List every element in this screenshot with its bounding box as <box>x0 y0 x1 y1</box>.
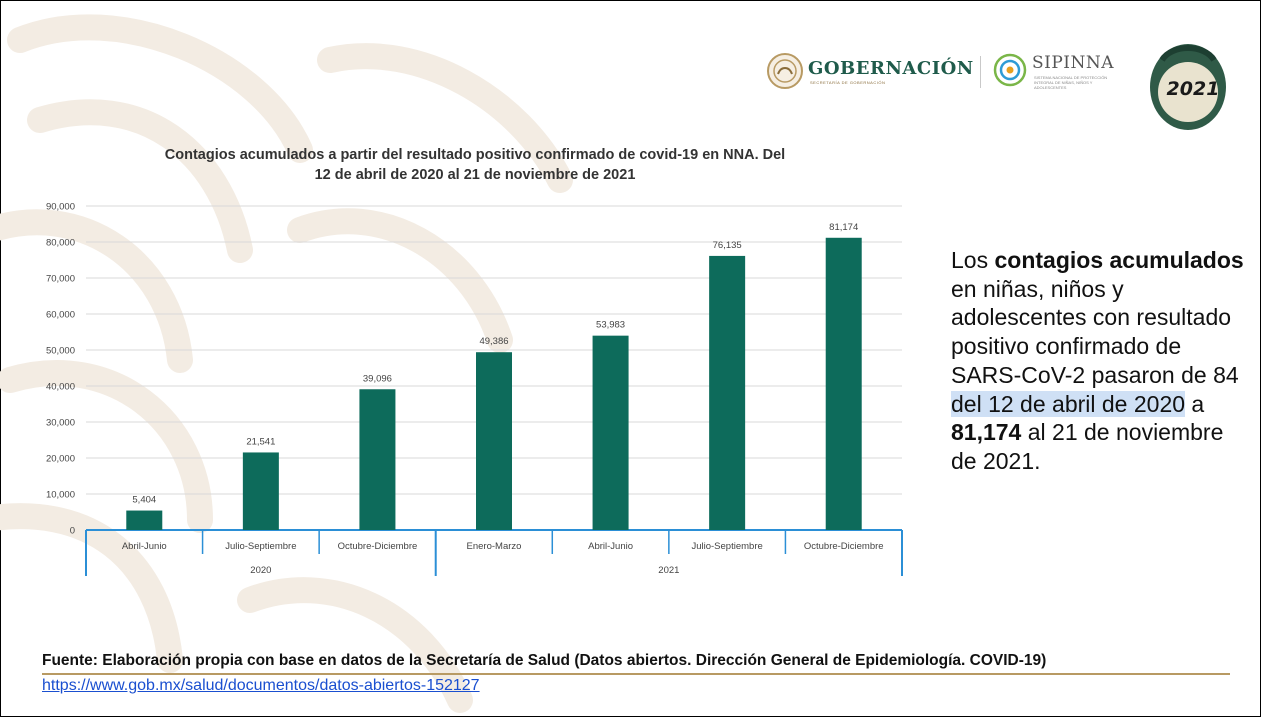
x-category-label: Abril-Junio <box>588 541 633 552</box>
x-category-label: Octubre-Diciembre <box>338 541 418 552</box>
gobernacion-subtitle: SECRETARÍA DE GOBERNACIÓN <box>810 80 886 85</box>
sipinna-logo-icon <box>993 53 1027 87</box>
y-tick-label: 40,000 <box>46 382 75 393</box>
bar-value-label: 76,135 <box>713 240 742 251</box>
bar-value-label: 5,404 <box>132 495 156 506</box>
x-year-label: 2021 <box>658 565 679 576</box>
side-note-text-1: Los <box>951 247 995 273</box>
x-category-label: Julio-Septiembre <box>225 541 296 552</box>
source-link[interactable]: https://www.gob.mx/salud/documentos/dato… <box>42 677 480 694</box>
bar <box>709 255 746 530</box>
x-year-label: 2020 <box>250 565 271 576</box>
y-tick-label: 60,000 <box>46 310 75 321</box>
bar <box>242 452 279 530</box>
side-note-highlight: del 12 de abril de 2020 <box>951 390 1186 417</box>
year-2021-emblem-icon <box>1150 44 1226 130</box>
bar <box>592 335 629 530</box>
side-note-text-3: a <box>1185 390 1205 417</box>
side-note-text-4: al 21 de noviembre de 2021. <box>951 419 1224 474</box>
y-tick-label: 70,000 <box>46 274 75 285</box>
bar <box>126 510 163 530</box>
y-tick-label: 50,000 <box>46 346 75 357</box>
bar-value-label: 39,096 <box>363 373 392 384</box>
bar <box>476 352 512 530</box>
y-tick-label: 20,000 <box>46 454 75 465</box>
x-category-label: Abril-Junio <box>122 541 167 552</box>
chart-title-line-2: 12 de abril de 2020 al 21 de noviembre d… <box>314 167 636 183</box>
chart-title-line-1: Contagios acumulados a partir del result… <box>164 147 786 163</box>
side-note: Los contagios acumulados en niñas, niños… <box>951 246 1251 476</box>
side-note-text-2: en niñas, niños y adolescentes con resul… <box>951 275 1239 388</box>
logo-divider <box>980 56 981 88</box>
sipinna-logo-text: SIPINNA <box>1032 53 1115 73</box>
bar <box>359 389 396 530</box>
y-tick-label: 10,000 <box>46 490 75 501</box>
mexico-seal-icon <box>767 53 803 89</box>
gobernacion-logo-text: GOBERNACIÓN <box>808 58 974 79</box>
y-tick-label: 80,000 <box>46 238 75 249</box>
side-note-bold-2: 81,174 <box>951 419 1022 446</box>
sipinna-subtitle: SISTEMA NACIONAL DE PROTECCIÓN INTEGRAL … <box>1034 75 1108 90</box>
bar-value-label: 49,386 <box>479 336 508 347</box>
bar-value-label: 53,983 <box>596 320 625 331</box>
bar-value-label: 21,541 <box>246 436 275 447</box>
x-category-label: Octubre-Diciembre <box>804 541 884 552</box>
source-note: Fuente: Elaboración propia con base en d… <box>42 652 1047 669</box>
bar-value-label: 81,174 <box>829 222 858 233</box>
x-category-label: Enero-Marzo <box>467 541 522 552</box>
year-2021-badge: 2021 <box>1166 78 1220 100</box>
footer-divider <box>42 673 1230 675</box>
header-logos: GOBERNACIÓN SECRETARÍA DE GOBERNACIÓN SI… <box>766 40 1236 135</box>
background-pattern <box>0 14 573 713</box>
y-tick-label: 90,000 <box>46 202 75 213</box>
side-note-bold-1: contagios acumulados <box>994 247 1244 273</box>
x-category-label: Julio-Septiembre <box>691 541 762 552</box>
y-tick-label: 30,000 <box>46 418 75 429</box>
chart-title: Contagios acumulados a partir del result… <box>105 145 845 185</box>
bar <box>825 237 862 530</box>
y-tick-label: 0 <box>70 526 75 537</box>
